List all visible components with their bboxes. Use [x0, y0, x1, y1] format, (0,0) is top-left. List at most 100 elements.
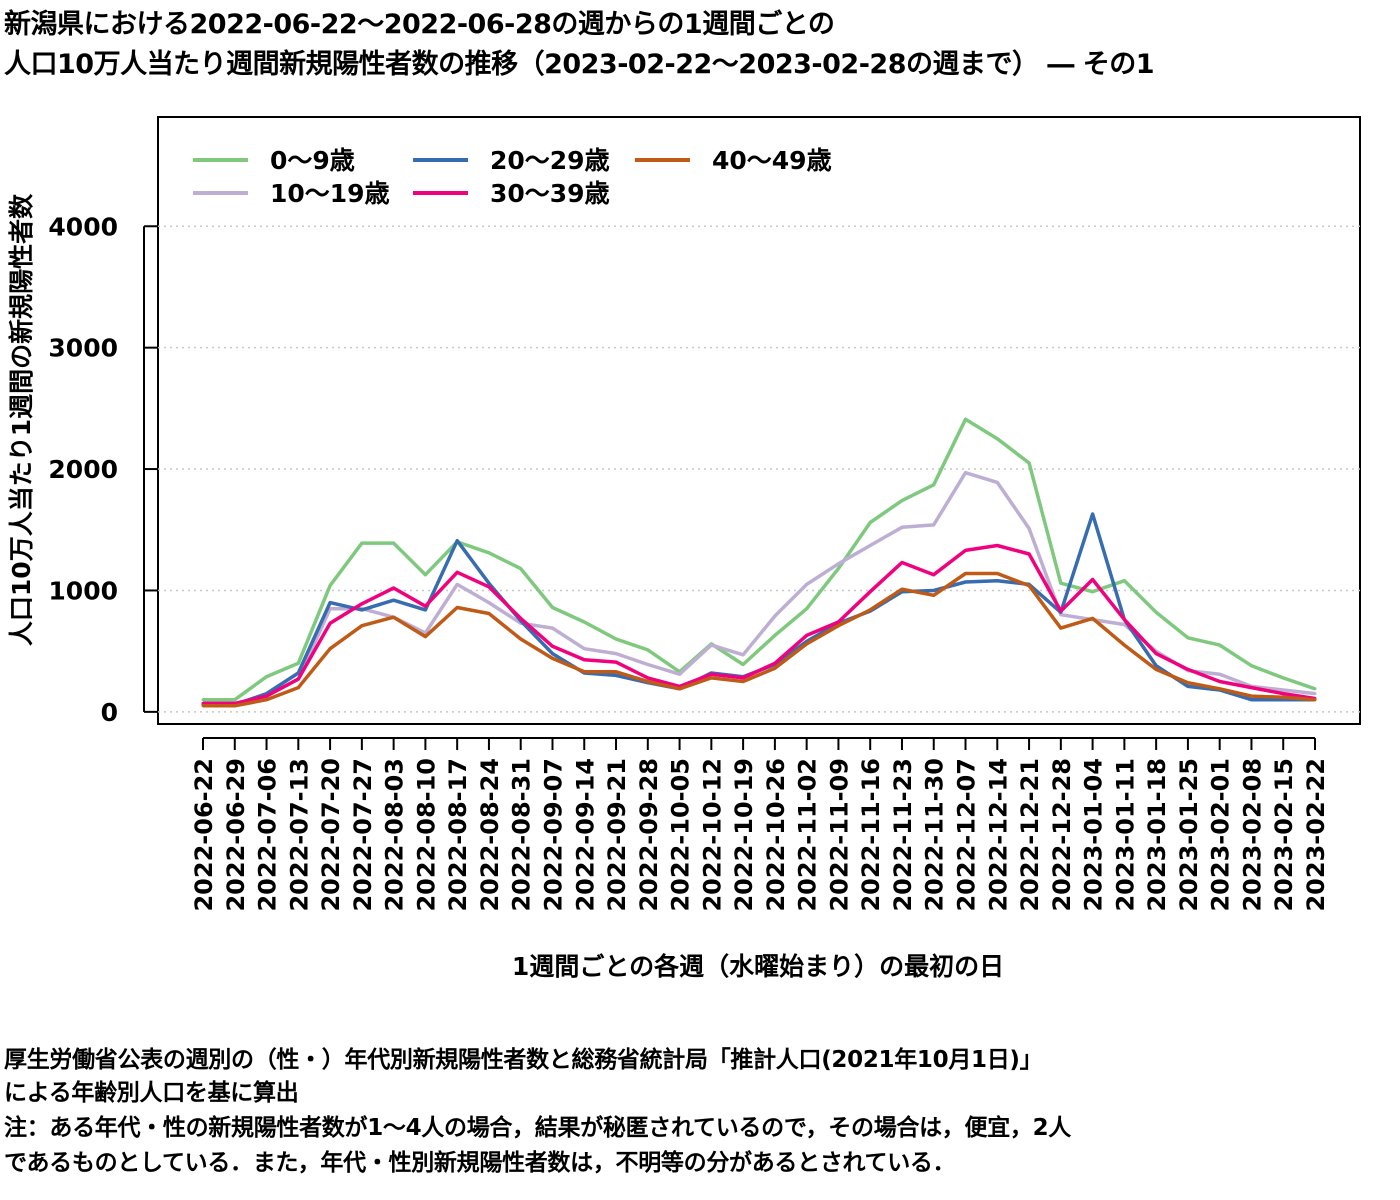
data-point: [995, 544, 999, 547]
data-point: [328, 621, 332, 625]
data-point: [1281, 692, 1285, 696]
x-tick-label: 2022-10-12: [698, 758, 726, 912]
data-point: [423, 608, 427, 612]
data-point: [1218, 680, 1222, 683]
y-tick-label: 0: [101, 698, 118, 727]
x-tick-label: 2023-01-04: [1080, 758, 1108, 912]
y-tick-label: 3000: [48, 334, 118, 363]
data-point: [1281, 676, 1285, 680]
data-point: [201, 698, 205, 702]
x-tick-label: 2022-08-10: [412, 758, 440, 912]
data-point: [773, 666, 777, 670]
x-tick-label: 2022-12-28: [1048, 758, 1076, 912]
data-point: [836, 567, 840, 571]
data-point: [551, 606, 554, 609]
data-point: [805, 607, 809, 611]
series-line: [203, 571, 1316, 708]
data-point: [1027, 461, 1031, 465]
data-point: [392, 541, 396, 545]
data-point: [964, 417, 967, 421]
data-point: [995, 480, 999, 484]
data-point: [964, 572, 967, 575]
series-3: [201, 543, 1317, 706]
data-point: [582, 647, 586, 651]
data-point: [233, 698, 237, 702]
data-point: [1186, 667, 1190, 671]
x-tick-label: 2022-10-26: [762, 758, 790, 912]
data-point: [1250, 698, 1253, 702]
data-point: [265, 694, 268, 698]
data-point: [1091, 578, 1095, 581]
x-axis-label: 1週間ごとの各週（水曜始まり）の最初の日: [512, 952, 1004, 981]
data-point: [932, 573, 936, 577]
data-point: [900, 587, 904, 591]
data-point: [1250, 694, 1253, 698]
data-point: [1281, 695, 1285, 699]
data-point: [551, 644, 554, 648]
data-point: [392, 586, 396, 590]
series-line: [203, 417, 1316, 702]
x-tick-label: 2023-01-11: [1111, 758, 1139, 912]
data-point: [868, 544, 872, 547]
x-tick-label: 2022-12-21: [1016, 758, 1044, 912]
data-point: [487, 612, 491, 615]
data-point: [900, 499, 904, 503]
data-point: [1122, 579, 1126, 583]
data-point: [551, 652, 554, 656]
data-point: [1281, 688, 1285, 692]
data-point: [964, 471, 967, 475]
data-point: [487, 585, 491, 589]
data-point: [614, 670, 618, 674]
data-point: [360, 541, 364, 545]
data-point: [551, 656, 554, 660]
data-point: [519, 637, 523, 641]
data-point: [868, 521, 872, 524]
data-point: [1186, 684, 1190, 688]
data-point: [487, 601, 491, 605]
legend-item: 0～9歳: [193, 146, 355, 175]
series-line: [203, 543, 1316, 706]
legend-label: 20～29歳: [490, 146, 610, 175]
data-point: [1091, 512, 1095, 516]
source-note-line1: 厚生労働省公表の週別の（性・）年代別新規陽性者数と総務省統計局「推計人口(202…: [4, 1047, 1043, 1073]
legend: 0～9歳 10～19歳 20～29歳 30～39歳 40～49歳: [193, 146, 832, 208]
data-point: [1218, 687, 1222, 691]
y-tick-label: 4000: [48, 212, 118, 241]
data-point: [741, 680, 745, 683]
legend-item: 20～29歳: [413, 146, 610, 175]
data-point: [741, 676, 745, 680]
data-point: [1027, 552, 1031, 556]
x-tick-label: 2022-08-03: [381, 758, 409, 912]
x-tick-label: 2022-11-16: [857, 758, 885, 912]
data-point: [455, 606, 459, 609]
data-point: [614, 652, 618, 656]
data-point: [1313, 698, 1317, 702]
data-point: [773, 633, 777, 637]
x-tick-label: 2023-01-18: [1143, 758, 1171, 912]
data-point: [519, 567, 523, 571]
footnote-line2: であるものとしている．また，年代・性別新規陽性者数は，不明等の分があるとされてい…: [4, 1150, 956, 1176]
data-point: [1154, 664, 1158, 668]
x-tick-label: 2023-02-22: [1302, 758, 1330, 912]
data-point: [423, 573, 427, 577]
data-point: [201, 704, 205, 708]
x-tick-label: 2022-12-14: [984, 758, 1012, 912]
y-tick-label: 2000: [48, 455, 118, 484]
data-point: [1186, 681, 1190, 685]
legend-item: 40～49歳: [635, 146, 832, 175]
data-point: [900, 525, 904, 529]
x-tick-label: 2022-07-27: [349, 758, 377, 912]
data-point: [932, 483, 936, 487]
data-point: [1122, 618, 1126, 622]
data-point: [296, 677, 300, 681]
data-point: [233, 704, 237, 708]
data-point: [1122, 643, 1126, 647]
x-tick-label: 2022-07-13: [285, 758, 313, 912]
data-point: [836, 620, 840, 624]
data-point: [709, 643, 713, 647]
data-point: [709, 676, 713, 680]
x-tick-label: 2022-10-19: [730, 758, 758, 912]
data-point: [614, 673, 618, 677]
data-point: [678, 672, 682, 676]
